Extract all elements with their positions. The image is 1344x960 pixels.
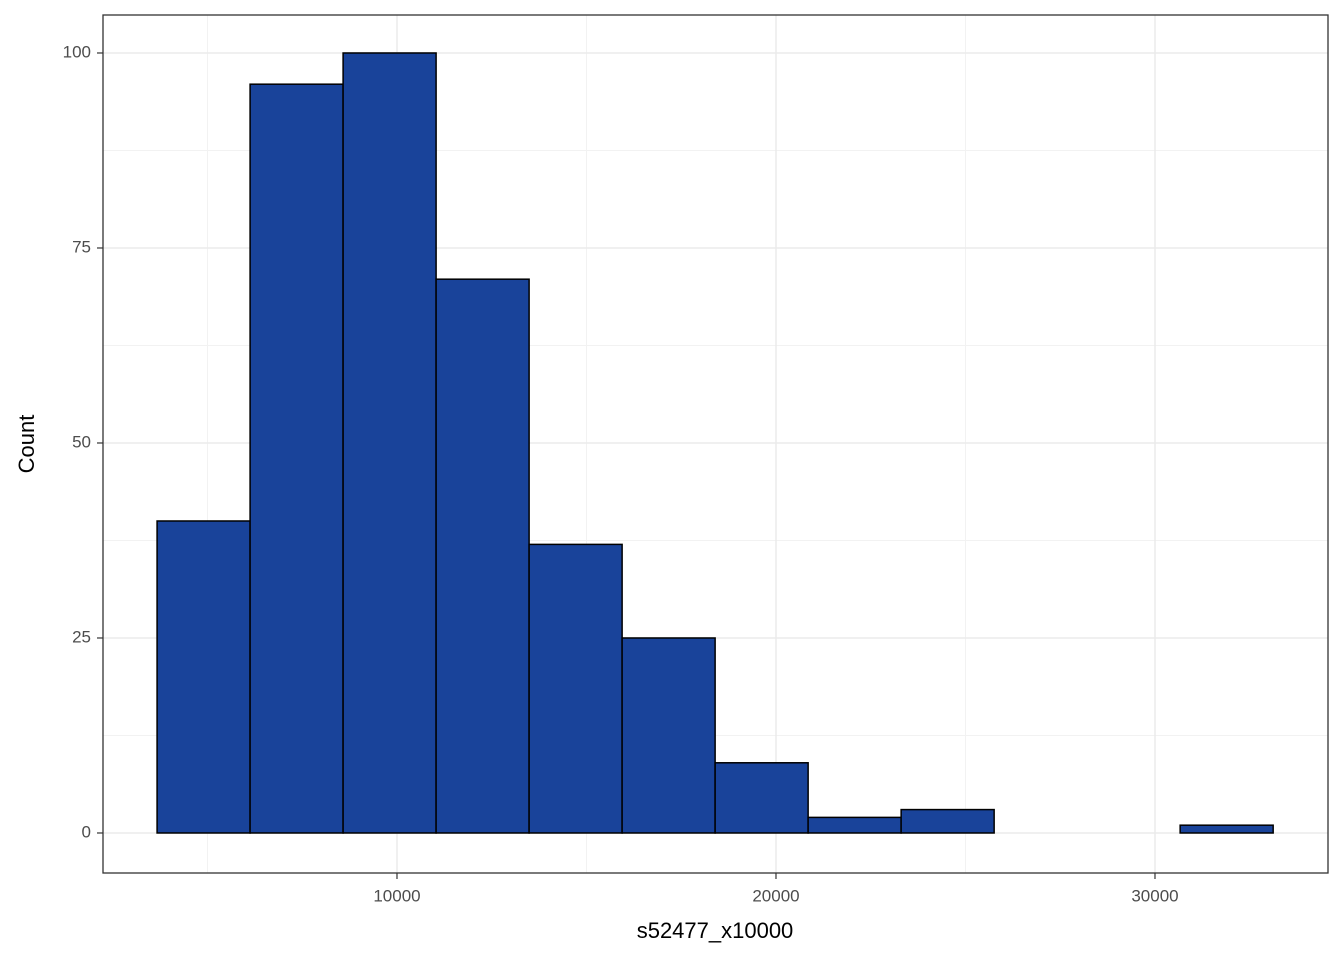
x-axis-title: s52477_x10000 [637, 918, 794, 943]
histogram-bar [714, 762, 809, 834]
histogram-bar [249, 83, 344, 834]
y-tick-label: 25 [72, 627, 91, 646]
x-tick-label: 30000 [1131, 886, 1178, 905]
histogram-bar [900, 808, 995, 834]
panel-border [102, 14, 1329, 874]
histogram-bar [807, 816, 902, 834]
histogram-bar [435, 278, 530, 834]
y-axis-title: Count [14, 415, 39, 474]
histogram-bar [342, 52, 437, 834]
y-tick-label: 50 [72, 432, 91, 451]
y-tick-label: 75 [72, 237, 91, 256]
histogram-bar [1179, 824, 1274, 834]
y-tick-label: 0 [82, 822, 91, 841]
histogram-bar [156, 520, 251, 834]
x-tick-label: 20000 [752, 886, 799, 905]
histogram-bar [528, 543, 623, 834]
histogram-bar [621, 637, 716, 834]
y-tick-label: 100 [63, 42, 91, 61]
x-tick-label: 10000 [373, 886, 420, 905]
